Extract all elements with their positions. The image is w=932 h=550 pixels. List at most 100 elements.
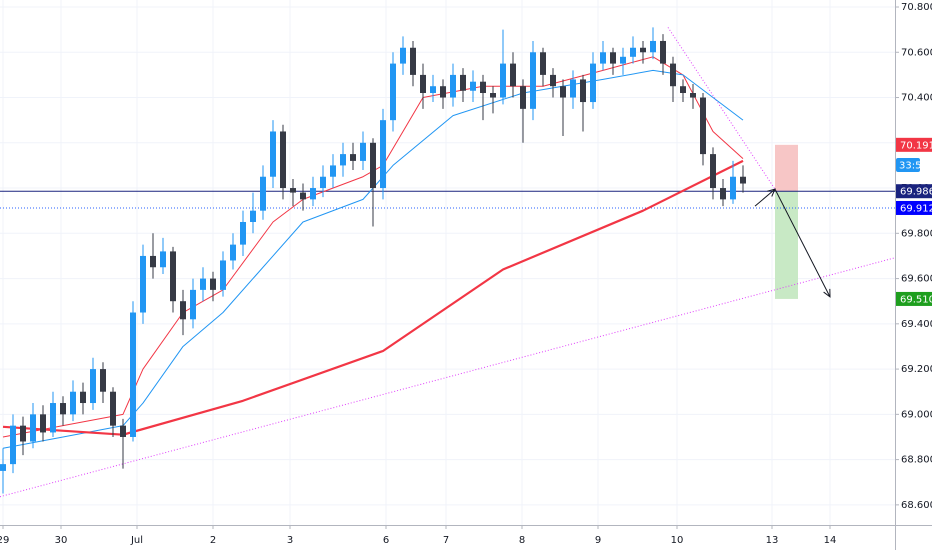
candle-body [330, 165, 336, 177]
candle-body [80, 391, 86, 404]
candle-body [440, 86, 446, 98]
y-tick-label: 69.000 [901, 409, 932, 420]
candle-body [550, 74, 556, 87]
candle-body [710, 154, 716, 189]
candle-body [0, 464, 6, 471]
y-tick-label: 70.400 [901, 93, 932, 104]
candle-body [480, 81, 486, 94]
x-tick-label: 13 [766, 535, 779, 546]
x-tick-label: 3 [287, 535, 293, 546]
candle-body [130, 312, 136, 437]
y-tick-label: 69.400 [901, 319, 932, 330]
arrow-head [823, 288, 831, 298]
x-tick-label: Jul [130, 535, 143, 546]
x-tick-label: 7 [443, 535, 449, 546]
stop-zone [775, 144, 798, 192]
candle-body [120, 425, 126, 437]
y-tick-label: 68.600 [901, 500, 932, 511]
candle-body [110, 391, 116, 426]
candle-body [340, 154, 346, 166]
candle-body [660, 40, 666, 64]
candle-body [600, 52, 606, 64]
y-tick-label: 70.800 [901, 2, 932, 13]
candle-body [50, 403, 56, 433]
candle-body [290, 188, 296, 193]
candle-body [630, 47, 636, 57]
x-tick-label: 6 [383, 535, 389, 546]
candle-body [30, 414, 36, 442]
candle-body [590, 63, 596, 103]
candle-body [640, 47, 646, 53]
candle-body [170, 251, 176, 302]
candle-body [450, 74, 456, 98]
price-label: 70.191 [900, 140, 932, 151]
candle-body [530, 52, 536, 109]
candle-body [500, 63, 506, 98]
candle-body [680, 86, 686, 94]
price-label: 69.912 [900, 203, 932, 214]
price-label-box [896, 291, 932, 306]
candle-body [470, 81, 476, 91]
candle-body [310, 188, 316, 200]
countdown: 33:59 [899, 161, 928, 172]
candle-body [460, 74, 466, 91]
price-label-box [896, 184, 932, 199]
candle-body [650, 40, 656, 53]
candle-body [270, 131, 276, 177]
candle-body [620, 56, 626, 64]
candle-body [260, 176, 266, 211]
y-tick-label: 68.800 [901, 455, 932, 466]
candle-body [390, 63, 396, 121]
candle-body [100, 369, 106, 392]
candle-body [410, 47, 416, 75]
y-tick-label: 70.600 [901, 47, 932, 58]
candle-body [190, 289, 196, 320]
x-tick-label: 9 [595, 535, 601, 546]
candle-body [160, 251, 166, 268]
candle-body [560, 86, 566, 98]
candle-body [580, 79, 586, 103]
candle-body [380, 120, 386, 189]
candle-body [610, 52, 616, 64]
candle-body [210, 278, 216, 290]
candle-body [420, 74, 426, 94]
candle-body [20, 425, 26, 442]
y-tick-label: 69.800 [901, 228, 932, 239]
candle-body [90, 369, 96, 404]
candle-body [230, 244, 236, 261]
candle-body [730, 176, 736, 200]
candle-body [320, 176, 326, 189]
candle-body [220, 260, 226, 290]
price-label-box [896, 200, 932, 215]
candle-body [670, 63, 676, 87]
candle-body [350, 154, 356, 161]
candle-body [520, 86, 526, 109]
candle-body [70, 391, 76, 415]
candle-body [400, 47, 406, 64]
candle-body [540, 52, 546, 75]
candle-body [200, 278, 206, 290]
candle-body [60, 403, 66, 415]
x-tick-label: 14 [824, 535, 837, 546]
candle-body [510, 63, 516, 87]
candle-body [280, 131, 286, 189]
trendline [0, 257, 896, 498]
x-tick-label: 30 [55, 535, 68, 546]
candle-body [40, 414, 46, 433]
price-label: 69.510 [900, 294, 932, 305]
candle-body [10, 425, 16, 465]
candle-body [150, 255, 156, 268]
target-zone [775, 191, 798, 299]
trendline [667, 27, 776, 190]
x-tick-label: 2 [210, 535, 216, 546]
candle-body [300, 192, 306, 200]
candle-body [430, 86, 436, 94]
candle-body [740, 176, 746, 184]
y-tick-label: 69.600 [901, 274, 932, 285]
countdown-box [896, 158, 920, 172]
x-tick-label: 29 [0, 535, 9, 546]
price-label-box [896, 137, 932, 152]
candle-body [700, 97, 706, 155]
